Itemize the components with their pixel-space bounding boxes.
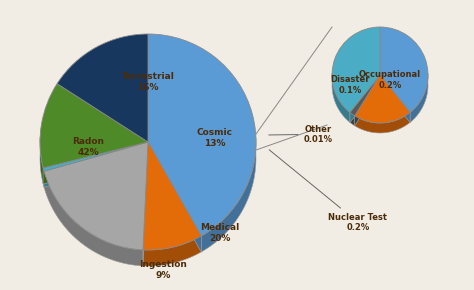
Polygon shape (143, 142, 148, 266)
Wedge shape (380, 27, 428, 113)
Text: Terrestrial
16%: Terrestrial 16% (121, 72, 174, 92)
Polygon shape (332, 73, 350, 122)
Text: Occupational
0.2%: Occupational 0.2% (359, 70, 421, 90)
Polygon shape (44, 142, 148, 187)
Text: Other
0.01%: Other 0.01% (269, 125, 332, 144)
Wedge shape (43, 142, 148, 171)
Polygon shape (380, 75, 410, 122)
Polygon shape (380, 75, 410, 122)
Polygon shape (43, 142, 148, 184)
Polygon shape (148, 142, 201, 252)
Text: Disaster
0.1%: Disaster 0.1% (330, 75, 370, 95)
Text: Cosmic
13%: Cosmic 13% (197, 128, 233, 148)
Polygon shape (43, 142, 148, 184)
Polygon shape (355, 75, 380, 126)
Text: Radon
42%: Radon 42% (72, 137, 104, 157)
Text: Ingestion
9%: Ingestion 9% (139, 260, 187, 280)
Text: Medical
20%: Medical 20% (201, 223, 240, 243)
Polygon shape (410, 73, 428, 122)
Wedge shape (355, 75, 410, 123)
Polygon shape (143, 142, 148, 266)
Wedge shape (143, 142, 201, 250)
Wedge shape (44, 142, 148, 250)
Text: Nuclear Test
0.2%: Nuclear Test 0.2% (269, 150, 388, 232)
Polygon shape (355, 113, 410, 133)
Polygon shape (43, 168, 44, 187)
Polygon shape (355, 75, 380, 126)
Polygon shape (350, 75, 380, 122)
Wedge shape (332, 27, 380, 113)
Polygon shape (350, 75, 380, 122)
Polygon shape (201, 138, 256, 252)
Polygon shape (40, 137, 43, 184)
Polygon shape (143, 236, 201, 266)
Wedge shape (57, 34, 148, 142)
Wedge shape (40, 84, 148, 168)
Polygon shape (44, 142, 148, 187)
Polygon shape (44, 171, 143, 266)
Wedge shape (350, 75, 380, 116)
Polygon shape (148, 142, 201, 252)
Wedge shape (148, 34, 256, 236)
Polygon shape (350, 113, 355, 126)
